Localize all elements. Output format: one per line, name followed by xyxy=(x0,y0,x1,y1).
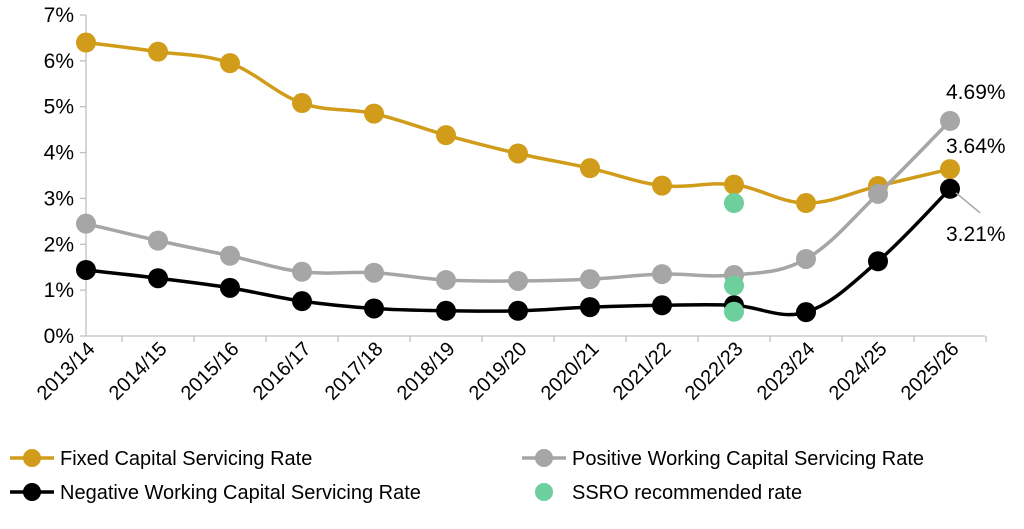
series-1-point xyxy=(868,183,888,204)
series-0-point xyxy=(364,103,384,124)
series-1-point xyxy=(940,110,960,131)
x-tick-label: 2023/24 xyxy=(753,338,820,405)
series-2-point xyxy=(436,300,456,321)
series-0-point xyxy=(76,32,96,53)
x-tick-group: 2017/18 xyxy=(321,338,388,405)
x-tick-group: 2019/20 xyxy=(465,338,532,405)
axes: 0%1%2%3%4%5%6%7%2013/14 2014/15 2015/16 201… xyxy=(33,4,987,405)
legend-label: SSRO recommended rate xyxy=(572,482,802,504)
series-0-point xyxy=(724,174,744,195)
series-2-point xyxy=(868,251,888,272)
x-tick-group: 2018/19 xyxy=(393,338,460,405)
legend-item: Negative Working Capital Servicing Rate xyxy=(10,482,421,504)
legend-label: Negative Working Capital Servicing Rate xyxy=(60,482,421,504)
y-tick-label: 2% xyxy=(44,233,74,256)
ssro-point xyxy=(724,193,744,214)
x-tick-group: 2015/16 xyxy=(177,338,244,405)
series-1-point xyxy=(364,262,384,283)
series-1-point xyxy=(796,248,816,269)
y-tick-label: 1% xyxy=(44,279,74,302)
legend-label: Fixed Capital Servicing Rate xyxy=(60,448,312,470)
annotation-label: 3.21% xyxy=(946,223,1006,246)
legend-swatch-marker xyxy=(535,449,553,467)
x-tick-label: 2014/15 xyxy=(105,338,172,405)
x-tick-group: 2023/24 xyxy=(753,338,820,405)
series-0-point xyxy=(580,158,600,179)
ssro-points xyxy=(724,193,744,322)
x-tick-label: 2025/26 xyxy=(897,338,964,405)
series-2-point xyxy=(292,291,312,312)
legend-swatch-marker xyxy=(535,483,553,501)
series-0-point xyxy=(796,193,816,214)
y-tick-label: 7% xyxy=(44,4,74,27)
x-tick-group: 2021/22 xyxy=(609,338,676,405)
x-tick-label: 2021/22 xyxy=(609,338,676,405)
legend-item: Positive Working Capital Servicing Rate xyxy=(522,448,924,470)
series-1-point xyxy=(220,245,240,266)
series-1-point xyxy=(148,230,168,251)
series-2-point xyxy=(364,298,384,319)
y-tick-label: 4% xyxy=(44,142,74,165)
x-tick-label: 2018/19 xyxy=(393,338,460,405)
x-tick-label: 2020/21 xyxy=(537,338,604,405)
series-1-point xyxy=(580,269,600,290)
legend-label: Positive Working Capital Servicing Rate xyxy=(572,448,924,470)
legend: Fixed Capital Servicing Rate Positive Wor… xyxy=(10,448,924,504)
series-line-0 xyxy=(85,40,951,205)
series-lines xyxy=(76,32,960,323)
series-1-point xyxy=(76,213,96,234)
series-2-point xyxy=(652,295,672,316)
series-0-point xyxy=(940,159,960,180)
y-tick-label: 6% xyxy=(44,50,74,73)
legend-swatch-marker xyxy=(23,449,41,467)
ssro-point xyxy=(724,301,744,322)
y-tick-label: 0% xyxy=(44,325,74,348)
ssro-point xyxy=(724,275,744,296)
series-1-point xyxy=(436,270,456,291)
annotation-leader-line xyxy=(955,192,981,214)
series-0-point xyxy=(148,41,168,62)
x-tick-label: 2015/16 xyxy=(177,338,244,405)
legend-item: Fixed Capital Servicing Rate xyxy=(10,448,312,470)
series-2-point xyxy=(76,259,96,280)
annotation-label: 4.69% xyxy=(946,81,1006,104)
x-tick-label: 2019/20 xyxy=(465,338,532,405)
annotations: 4.69% 3.64% 3.21% xyxy=(946,81,1006,246)
legend-swatch-marker xyxy=(23,483,41,501)
x-tick-label: 2022/23 xyxy=(681,338,748,405)
series-2-point xyxy=(148,268,168,289)
series-2-point xyxy=(220,277,240,298)
series-1-point xyxy=(508,270,528,291)
series-0-point xyxy=(508,143,528,164)
x-tick-label: 2017/18 xyxy=(321,338,388,405)
series-0-point xyxy=(220,53,240,74)
x-tick-label: 2024/25 xyxy=(825,338,892,405)
series-1-point xyxy=(652,264,672,285)
series-0-point xyxy=(292,93,312,114)
series-1-point xyxy=(292,261,312,282)
series-0-point xyxy=(436,125,456,146)
series-0-point xyxy=(652,175,672,196)
x-tick-group: 2025/26 xyxy=(897,338,964,405)
legend-item: SSRO recommended rate xyxy=(535,482,802,504)
annotation-label: 3.64% xyxy=(946,135,1006,158)
series-2-point xyxy=(940,178,960,199)
x-tick-group: 2020/21 xyxy=(537,338,604,405)
x-tick-group: 2024/25 xyxy=(825,338,892,405)
y-tick-label: 3% xyxy=(44,187,74,210)
x-tick-label: 2016/17 xyxy=(249,338,316,405)
x-tick-group: 2016/17 xyxy=(249,338,316,405)
series-2-point xyxy=(508,300,528,321)
series-2-point xyxy=(580,297,600,318)
x-tick-group: 2014/15 xyxy=(105,338,172,405)
series-2-point xyxy=(796,302,816,323)
y-tick-label: 5% xyxy=(44,96,74,119)
x-tick-group: 2022/23 xyxy=(681,338,748,405)
